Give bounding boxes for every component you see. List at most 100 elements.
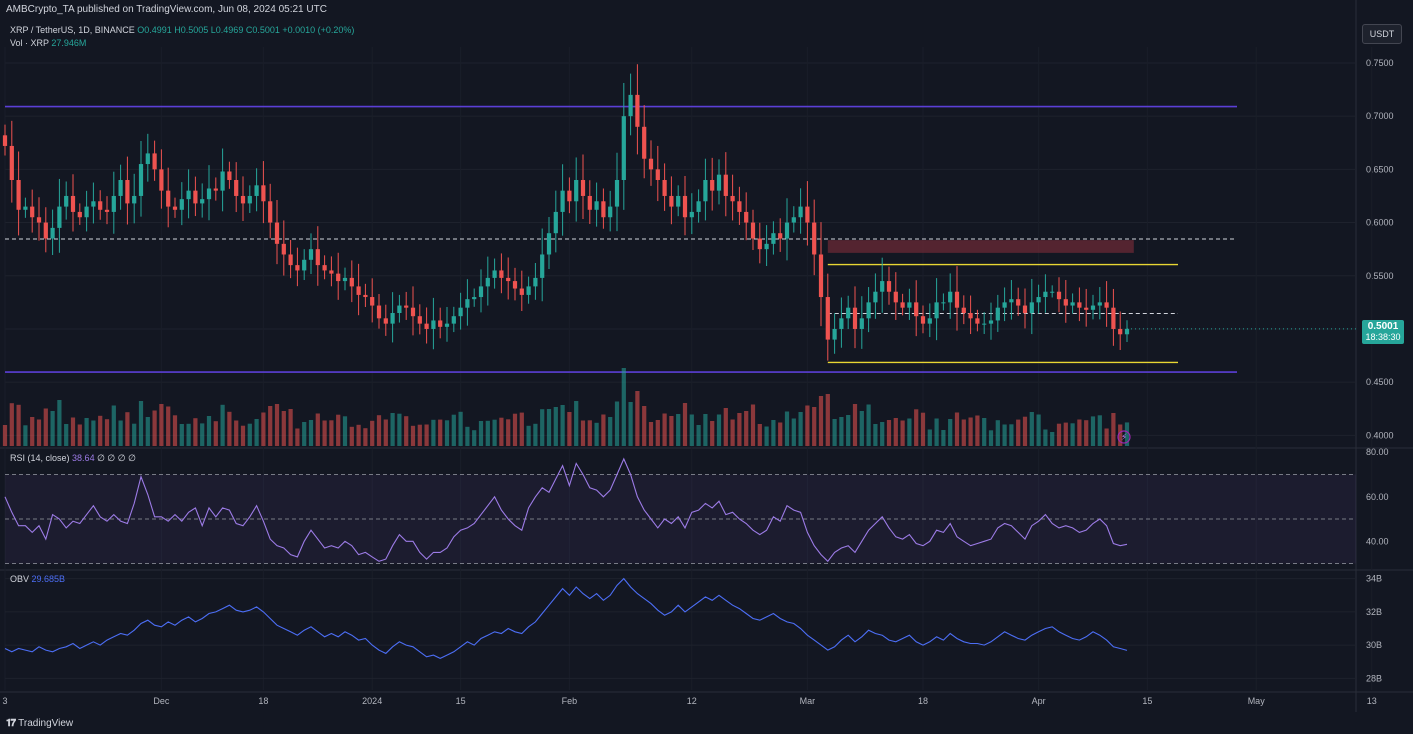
candle-body (812, 222, 817, 255)
volume-bar (417, 424, 422, 446)
price-legend: XRP / TetherUS, 1D, BINANCE O0.4991 H0.5… (10, 25, 354, 35)
volume-bar (1029, 412, 1034, 446)
obv-axis-label: 34B (1366, 574, 1382, 584)
volume-bar (444, 420, 450, 446)
volume-bar (84, 418, 89, 446)
volume-bar (941, 430, 946, 446)
candle-body (186, 190, 191, 200)
volume-bar (873, 424, 878, 446)
volume-bar (43, 408, 48, 446)
candle-body (553, 211, 558, 234)
candle-body (1029, 302, 1034, 313)
candle-body (193, 190, 198, 204)
last-price-value: 0.5001 (1367, 321, 1399, 332)
volume-bar (710, 421, 715, 446)
volume-bar (206, 416, 212, 446)
candle-body (1084, 307, 1089, 310)
candle-body (540, 254, 545, 278)
rsi-axis-label: 80.00 (1366, 447, 1389, 457)
time-axis-label: 2024 (362, 696, 382, 706)
volume-bar (254, 419, 259, 446)
volume-bar (519, 412, 524, 446)
candle-body (934, 302, 939, 319)
volume-bar (200, 423, 205, 446)
volume-bar (70, 417, 76, 446)
candle-body (968, 313, 973, 319)
time-axis-label: 3 (2, 696, 7, 706)
time-axis-label: 18 (258, 696, 268, 706)
obv-label[interactable]: OBV (10, 574, 30, 584)
candle-body (880, 281, 885, 292)
volume-bar (451, 414, 456, 446)
volume-bar (349, 426, 354, 446)
candle-body (784, 222, 790, 239)
candle-body (166, 190, 171, 207)
volume-bar (342, 416, 348, 446)
time-axis-label: Feb (562, 696, 578, 706)
candle-body (417, 316, 422, 324)
candle-body (390, 313, 395, 324)
volume-bar (975, 415, 980, 446)
volume-bar (812, 407, 817, 446)
candle-body (104, 209, 110, 212)
rsi-label[interactable]: RSI (14, close) (10, 453, 70, 463)
volume-bar (9, 403, 14, 446)
candle-body (36, 217, 42, 223)
candle-body (1050, 291, 1055, 293)
volume-bar (716, 414, 722, 446)
volume-bar (961, 419, 966, 446)
candle-body (64, 195, 69, 207)
volume-bar (166, 406, 171, 446)
volume-bar (982, 418, 987, 446)
candle-body (444, 323, 450, 327)
candle-body (818, 254, 824, 298)
candle-body (689, 211, 694, 218)
candle-body (635, 94, 640, 127)
volume-label[interactable]: Vol · XRP (10, 38, 49, 48)
volume-bar (50, 411, 55, 446)
candle-body (2, 135, 8, 146)
candle-body (1097, 302, 1102, 306)
candle-body (30, 206, 35, 218)
price-axis-label: 0.5500 (1366, 271, 1394, 281)
volume-bar (152, 410, 157, 446)
volume-bar (370, 420, 375, 446)
candle-body (1118, 328, 1123, 335)
currency-button[interactable]: USDT (1362, 24, 1402, 44)
candle-body (975, 318, 980, 324)
candle-body (506, 277, 511, 282)
price-axis-label: 0.7000 (1366, 111, 1394, 121)
volume-bar (472, 430, 477, 446)
candle-body (84, 206, 89, 218)
volume-bar (805, 405, 810, 446)
volume-bar (920, 412, 926, 446)
volume-bar (36, 419, 42, 446)
volume-bar (1124, 422, 1130, 446)
volume-bar (57, 400, 62, 446)
tradingview-branding[interactable]: 𝟏𝟕 TradingView (6, 718, 73, 729)
volume-bar (1016, 419, 1021, 446)
candle-body (268, 201, 273, 223)
volume-bar (268, 406, 273, 446)
volume-bar (696, 425, 701, 446)
ohlc-values: O0.4991 H0.5005 L0.4969 C0.5001 +0.0010 … (137, 25, 355, 35)
candle-body (376, 305, 382, 319)
candle-body (145, 153, 150, 165)
candle-body (281, 243, 286, 255)
time-axis-label: 15 (456, 696, 466, 706)
volume-bar (1090, 416, 1096, 446)
volume-bar (172, 415, 178, 446)
volume-bar (676, 414, 681, 446)
candle-body (574, 180, 579, 202)
volume-bar (506, 419, 511, 446)
volume-bar (404, 416, 409, 446)
candle-body (315, 249, 320, 266)
candle-body (750, 222, 756, 239)
candle-body (220, 171, 225, 191)
symbol-label[interactable]: XRP / TetherUS, 1D, BINANCE (10, 25, 135, 35)
volume-bar (1063, 422, 1068, 446)
price-axis-label: 0.4000 (1366, 430, 1394, 440)
volume-bar (410, 425, 416, 446)
volume-bar (703, 414, 708, 446)
